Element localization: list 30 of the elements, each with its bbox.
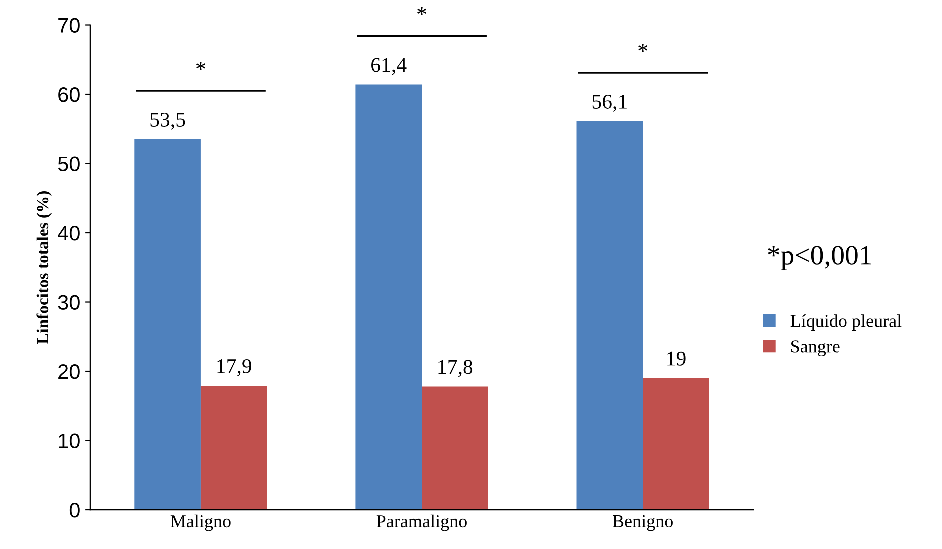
y-tick-label: 70 [58, 18, 80, 34]
legend-label: Sangre [792, 340, 840, 357]
data-label: 61,4 [372, 58, 407, 76]
bar [576, 122, 644, 510]
x-tick-label: Maligno [170, 514, 231, 532]
x-tick-label: Benigno [613, 515, 673, 532]
y-axis-title: Linfocitos totales (%) [36, 192, 52, 344]
bar [422, 386, 488, 510]
bar [356, 84, 422, 510]
y-tick-label: 40 [58, 226, 80, 241]
bar [134, 140, 201, 510]
y-tick-label: 50 [58, 156, 80, 172]
y-tick-label: 30 [58, 295, 80, 310]
x-tick-label: Paramaligno [376, 514, 467, 532]
data-label: 17,8 [438, 360, 473, 378]
text: *p<0,001 [768, 246, 872, 271]
data-label: 53,5 [150, 112, 186, 130]
annotation: * [196, 62, 206, 70]
annotation: * [638, 44, 648, 52]
y-tick-label: 60 [58, 88, 80, 102]
bar [200, 386, 268, 510]
data-label: 17,9 [218, 359, 252, 376]
y-tick-label: 20 [58, 364, 80, 380]
data-label: 19 [668, 352, 686, 366]
legend-label: Líquido pleural [790, 314, 902, 331]
data-label: 56,1 [592, 94, 627, 112]
y-tick-label: 0 [70, 503, 80, 518]
text: * [418, 7, 427, 16]
bar [643, 378, 710, 510]
y-tick-label: 10 [59, 434, 80, 449]
